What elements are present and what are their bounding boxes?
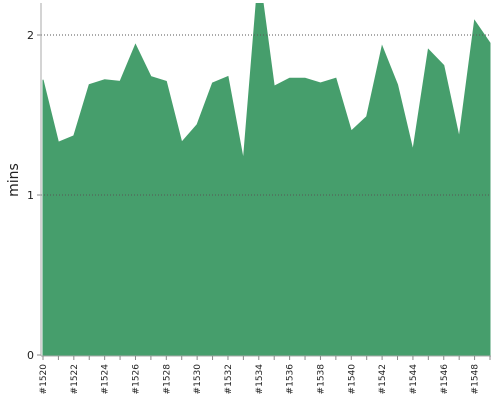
x-tick-label: #1520 xyxy=(39,364,49,395)
x-tick-label: #1548 xyxy=(471,364,481,395)
y-axis-label: mins xyxy=(6,163,22,197)
x-tick-label: #1526 xyxy=(131,364,141,395)
y-tick-label: 2 xyxy=(27,29,34,42)
x-tick-label: #1536 xyxy=(286,364,296,395)
y-tick-label: 0 xyxy=(27,349,34,362)
y-tick-label: 1 xyxy=(27,189,34,202)
x-tick-label: #1534 xyxy=(255,364,265,395)
x-tick-label: #1540 xyxy=(347,364,357,395)
x-tick-label: #1546 xyxy=(440,364,450,395)
x-tick-label: #1544 xyxy=(409,364,419,395)
x-tick-label: #1538 xyxy=(316,364,326,395)
x-tick-label: #1530 xyxy=(193,364,203,395)
x-tick-label: #1528 xyxy=(162,364,172,395)
x-tick-label: #1542 xyxy=(378,364,388,394)
x-tick-label: #1524 xyxy=(101,364,111,395)
area xyxy=(42,3,491,356)
x-tick-label: #1532 xyxy=(224,364,234,394)
x-tick-label: #1522 xyxy=(70,364,80,394)
